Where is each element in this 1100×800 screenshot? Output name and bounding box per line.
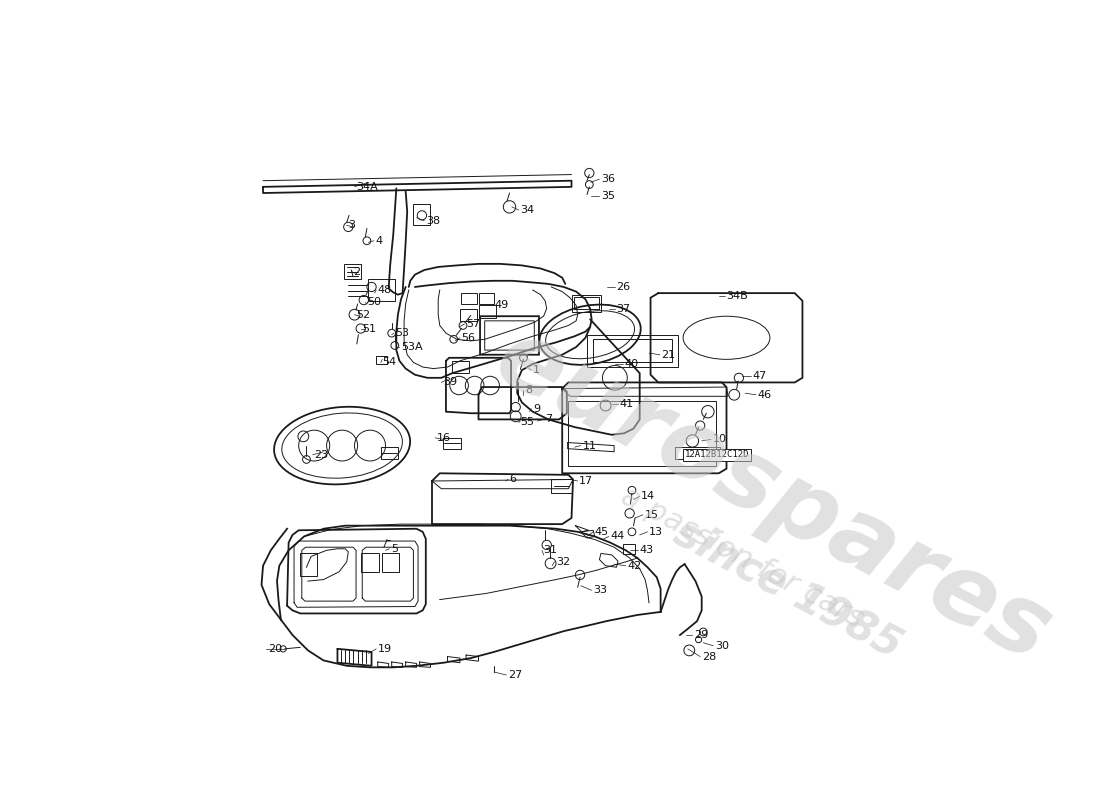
Text: eurospares: eurospares [480,311,1066,682]
Text: 35: 35 [601,191,615,201]
Text: 21: 21 [661,350,675,360]
Bar [368,279,395,301]
Text: 30: 30 [715,641,729,650]
Text: 26: 26 [616,282,630,292]
Text: 6: 6 [509,474,517,485]
Text: 17: 17 [580,476,593,486]
Text: 44: 44 [610,531,625,542]
Text: 56: 56 [462,333,475,342]
Bar [551,479,572,494]
Text: 38: 38 [426,216,440,226]
Bar [376,356,387,364]
Text: 4: 4 [375,236,383,246]
Bar [343,264,361,279]
Text: 12A12B12C12D: 12A12B12C12D [684,450,749,459]
Text: 47: 47 [752,371,767,382]
Text: 28: 28 [702,651,716,662]
Text: 57: 57 [466,319,481,329]
Text: 19: 19 [377,644,392,654]
Bar [587,334,679,367]
Text: 37: 37 [616,303,630,314]
Text: 42: 42 [627,561,641,570]
Text: 34B: 34B [726,291,748,302]
Text: 46: 46 [758,390,771,400]
Bar [381,447,398,459]
Text: 1: 1 [532,365,540,375]
Text: 16: 16 [437,433,451,443]
Bar [362,554,378,572]
Text: 15: 15 [645,510,658,520]
Bar [414,204,430,226]
Bar [569,401,716,466]
Bar [300,554,317,577]
Text: 20: 20 [267,644,282,654]
Bar [478,293,494,304]
Text: 43: 43 [640,546,653,555]
Text: 12: 12 [726,453,740,463]
Text: 48: 48 [377,285,392,295]
Text: 3: 3 [349,220,355,230]
Text: 11: 11 [582,441,596,450]
Text: 14: 14 [641,491,656,502]
Text: 34A: 34A [356,182,377,192]
Text: 10: 10 [713,434,727,445]
Text: 49: 49 [494,301,508,310]
Text: 36: 36 [601,174,615,184]
Text: 9: 9 [532,404,540,414]
Text: 27: 27 [508,670,522,680]
Text: 50: 50 [367,298,381,307]
Bar [572,294,601,311]
Bar [623,544,635,554]
Text: 41: 41 [619,399,634,409]
Text: 2: 2 [353,266,360,277]
Bar [383,554,399,572]
Text: 33: 33 [593,586,607,595]
Bar [478,306,495,318]
Bar [443,438,462,449]
Text: 32: 32 [556,557,570,567]
Text: 31: 31 [543,546,558,555]
Text: 45: 45 [595,527,609,537]
Bar [574,297,598,310]
Text: 53: 53 [396,328,409,338]
Text: 52: 52 [356,310,371,320]
Text: 40: 40 [624,359,638,369]
Text: a passion for cars: a passion for cars [616,482,868,634]
Text: 54: 54 [383,358,396,367]
Bar [452,361,470,373]
Text: 23: 23 [315,450,328,460]
Text: since 1985: since 1985 [668,511,910,666]
Text: 7: 7 [546,414,552,424]
Bar [460,309,477,321]
Text: 29: 29 [694,630,708,640]
Text: 53A: 53A [402,342,422,352]
Bar [593,339,672,362]
Text: 8: 8 [525,385,532,395]
Text: 39: 39 [443,378,456,387]
Bar [462,293,477,304]
Text: 34: 34 [520,205,535,215]
Text: 13: 13 [649,527,663,537]
Text: 51: 51 [362,323,376,334]
Text: 55: 55 [520,418,535,427]
Text: 5: 5 [390,544,398,554]
